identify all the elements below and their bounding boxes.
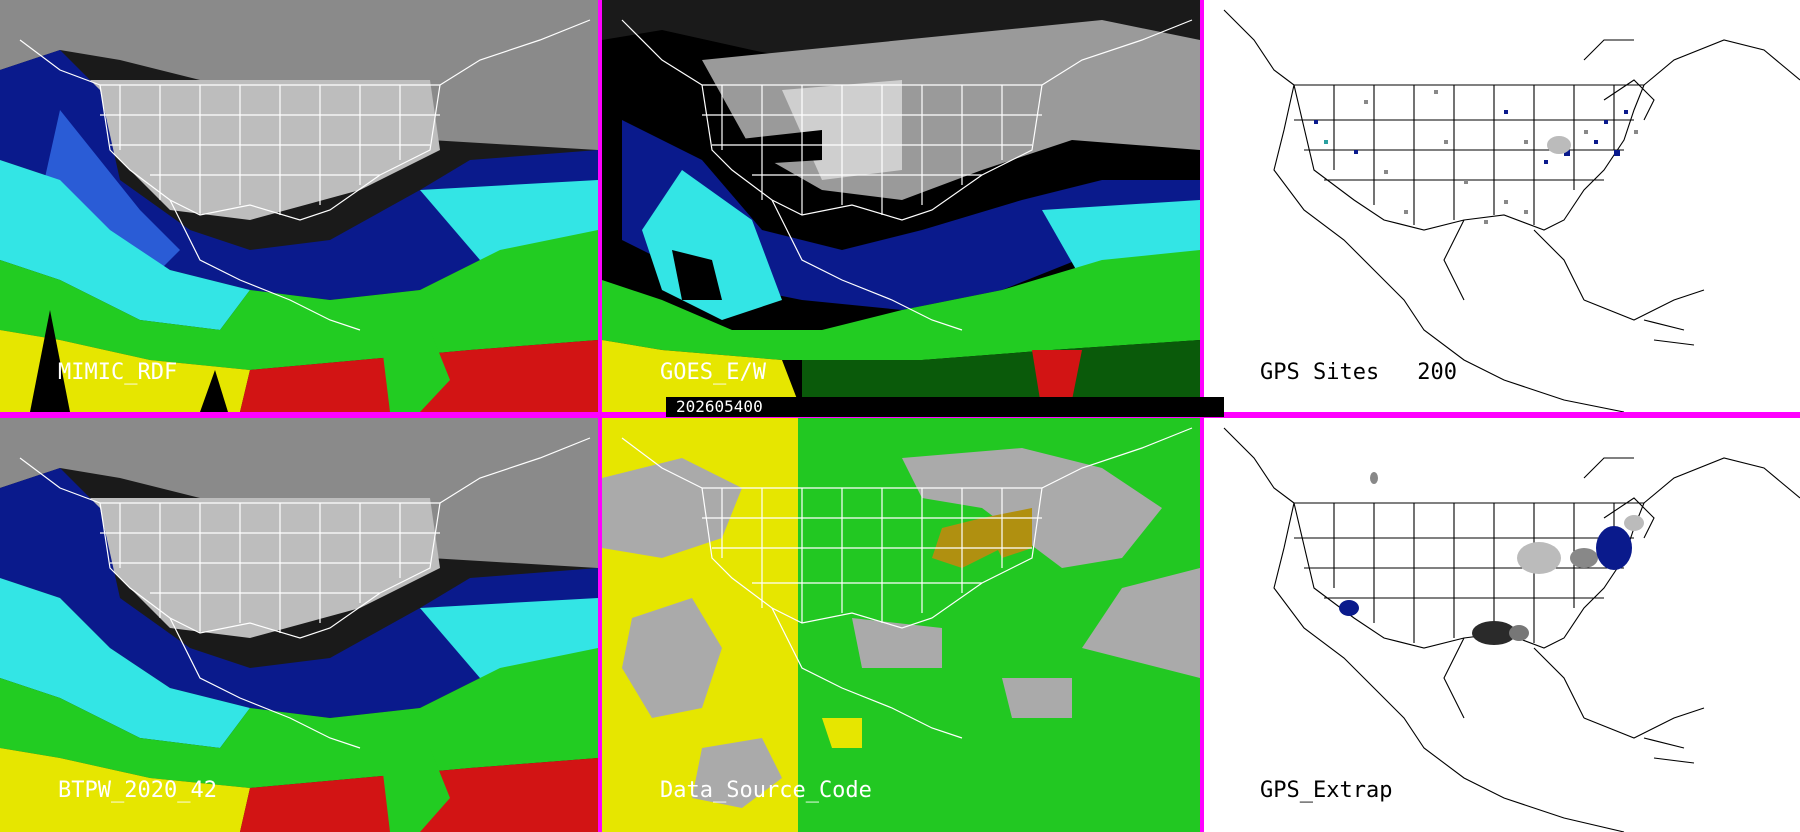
gps-sites-panel: GPS Sites 200 xyxy=(1204,0,1800,412)
gps-sites-map xyxy=(1204,0,1800,412)
mimic-rdf-panel: MIMIC_RDF xyxy=(0,0,598,412)
gps-site-markers xyxy=(1314,90,1638,224)
data-source-code-map xyxy=(602,418,1200,832)
gps-extrap-map xyxy=(1204,418,1800,832)
goes-ew-label: GOES_E/W xyxy=(660,360,766,385)
gps-extrap-panel: GPS_Extrap xyxy=(1204,418,1800,832)
gps-sites-title: GPS Sites xyxy=(1260,360,1380,385)
btpw-map xyxy=(0,418,598,832)
gps-sites-count: 200 xyxy=(1417,360,1457,385)
btpw-label: BTPW_2020_42 xyxy=(58,778,217,803)
data-source-code-label: Data_Source_Code xyxy=(660,778,872,803)
mimic-rdf-map xyxy=(0,0,598,412)
data-source-code-panel: Data_Source_Code xyxy=(602,418,1200,832)
gps-extrap-label: GPS_Extrap xyxy=(1260,778,1393,803)
gps-sites-label: GPS Sites 200 xyxy=(1260,360,1457,385)
goes-ew-panel: GOES_E/W xyxy=(602,0,1200,412)
goes-ew-map xyxy=(602,0,1200,412)
btpw-panel: BTPW_2020_42 xyxy=(0,418,598,832)
timestamp-bar: 202605400 xyxy=(666,397,1224,417)
gps-extrap-areas xyxy=(1339,472,1644,645)
mimic-rdf-label: MIMIC_RDF xyxy=(58,360,178,385)
